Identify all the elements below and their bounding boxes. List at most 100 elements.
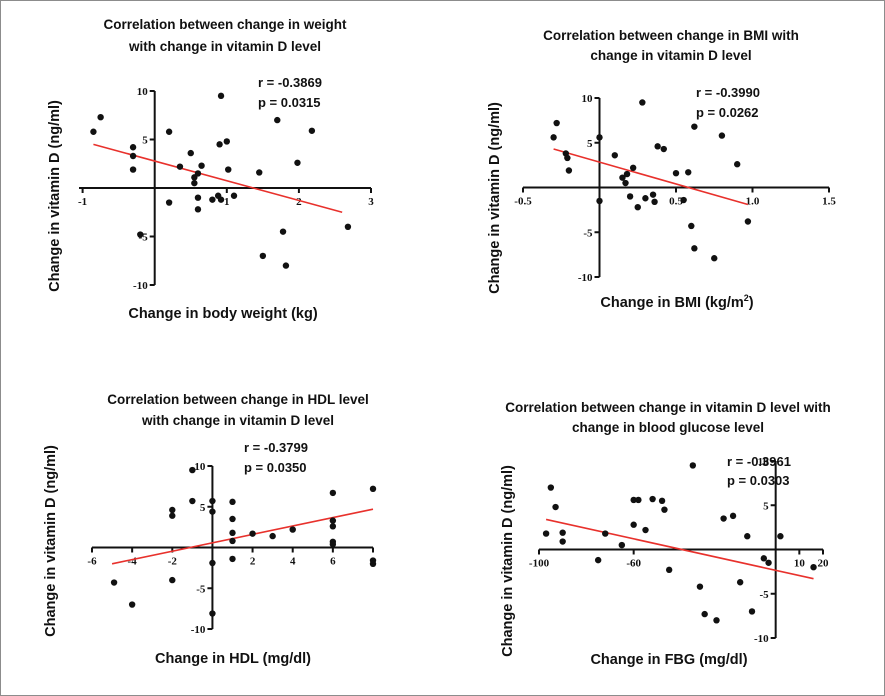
data-point xyxy=(329,489,337,497)
chart-title-line2: change in vitamin D level xyxy=(590,48,751,63)
y-tick-label: 5 xyxy=(142,135,148,147)
data-point xyxy=(691,123,698,130)
data-point xyxy=(691,245,698,252)
data-point xyxy=(559,529,566,536)
chart-hdl: Correlation between change in HDL level … xyxy=(1,349,443,696)
data-point xyxy=(630,521,637,528)
data-point xyxy=(680,196,687,204)
data-point xyxy=(596,197,603,205)
data-point xyxy=(194,170,202,177)
data-point xyxy=(230,192,238,199)
x-tick-label: -0.5 xyxy=(514,196,532,208)
data-point xyxy=(256,169,263,176)
chart-weight-svg: Correlation between change in weight wit… xyxy=(47,17,374,322)
data-point xyxy=(137,231,144,238)
data-point xyxy=(810,564,817,571)
y-axis-label: Change in vitamin D (ng/ml) xyxy=(43,445,59,637)
data-point xyxy=(194,194,202,201)
chart-title-line2: with change in vitamin D level xyxy=(141,413,334,428)
data-point xyxy=(696,583,704,590)
x-axis-label-main: Change in BMI (kg/m xyxy=(600,295,743,311)
data-point xyxy=(661,506,668,513)
data-point xyxy=(129,166,137,173)
r-value: r = -0.3869 xyxy=(258,75,322,90)
p-value: p = 0.0262 xyxy=(696,105,759,120)
data-point xyxy=(626,193,634,200)
data-point xyxy=(128,601,136,608)
data-point xyxy=(329,517,337,524)
data-point xyxy=(734,161,741,168)
data-point xyxy=(665,566,673,574)
data-point xyxy=(720,515,727,522)
data-point xyxy=(748,608,756,615)
chart-title-line1: Correlation between change in vitamin D … xyxy=(505,400,831,415)
x-tick-label: 20 xyxy=(818,558,830,570)
chart-title-line1: Correlation between change in weight xyxy=(103,17,347,32)
data-point xyxy=(229,529,236,537)
x-tick-label: 0.5 xyxy=(669,196,683,208)
data-point xyxy=(660,145,667,153)
y-tick-label: -10 xyxy=(133,280,148,292)
chart-title-line2: with change in vitamin D level xyxy=(128,39,321,54)
data-point xyxy=(279,228,287,235)
data-point xyxy=(282,262,290,269)
chart-bmi-svg: Correlation between change in BMI with c… xyxy=(487,28,836,311)
data-point xyxy=(619,174,626,181)
x-axis-label: Change in BMI (kg/m2) xyxy=(600,293,753,311)
data-point xyxy=(685,169,692,176)
data-point xyxy=(553,119,560,127)
x-axis-label: Change in HDL (mg/dl) xyxy=(155,651,311,667)
p-value: p = 0.0303 xyxy=(727,473,790,488)
data-point xyxy=(223,138,231,145)
data-point xyxy=(596,134,603,141)
data-point xyxy=(649,191,657,198)
data-point xyxy=(308,127,316,134)
x-axis-label: Change in body weight (kg) xyxy=(128,306,317,322)
data-point xyxy=(217,92,225,100)
regression-line xyxy=(545,518,814,580)
plot-area: -6-4-22468105-5-10 xyxy=(87,461,376,636)
y-tick-label: -5 xyxy=(759,589,769,601)
x-tick-label: -6 xyxy=(87,556,97,568)
data-point xyxy=(565,167,573,174)
r-value: r = -0.3799 xyxy=(244,440,308,455)
y-tick-label: 10 xyxy=(137,86,149,98)
data-point xyxy=(630,496,637,504)
data-point xyxy=(552,503,559,511)
x-tick-label: 2 xyxy=(250,556,256,568)
regression-line xyxy=(553,148,749,206)
data-point xyxy=(369,485,377,493)
data-point xyxy=(701,610,708,618)
data-point xyxy=(635,496,642,504)
data-point xyxy=(611,152,618,159)
data-point xyxy=(736,579,744,586)
data-point xyxy=(289,526,296,533)
data-point xyxy=(198,162,205,169)
chart-title-line1: Correlation between change in BMI with xyxy=(543,28,799,43)
data-point xyxy=(718,132,726,139)
data-point xyxy=(542,530,550,537)
regression-line xyxy=(111,508,374,565)
data-point xyxy=(294,159,301,166)
data-point xyxy=(369,560,377,567)
data-point xyxy=(594,556,602,564)
y-tick-label: -5 xyxy=(196,583,206,595)
p-value: p = 0.0315 xyxy=(258,95,321,110)
data-point xyxy=(559,538,566,545)
x-tick-label: -1 xyxy=(78,196,87,208)
data-point xyxy=(547,484,555,491)
data-point xyxy=(689,462,697,469)
x-tick-label: 6 xyxy=(330,556,336,568)
data-point xyxy=(269,532,276,540)
data-point xyxy=(217,196,225,203)
data-point xyxy=(229,515,236,523)
x-tick-label: 1.0 xyxy=(746,196,760,208)
data-point xyxy=(97,113,104,121)
data-point xyxy=(249,530,256,537)
y-tick-label: 10 xyxy=(194,461,206,473)
data-point xyxy=(602,530,609,537)
data-point xyxy=(344,223,352,230)
data-point xyxy=(274,116,281,124)
data-point xyxy=(672,169,680,177)
